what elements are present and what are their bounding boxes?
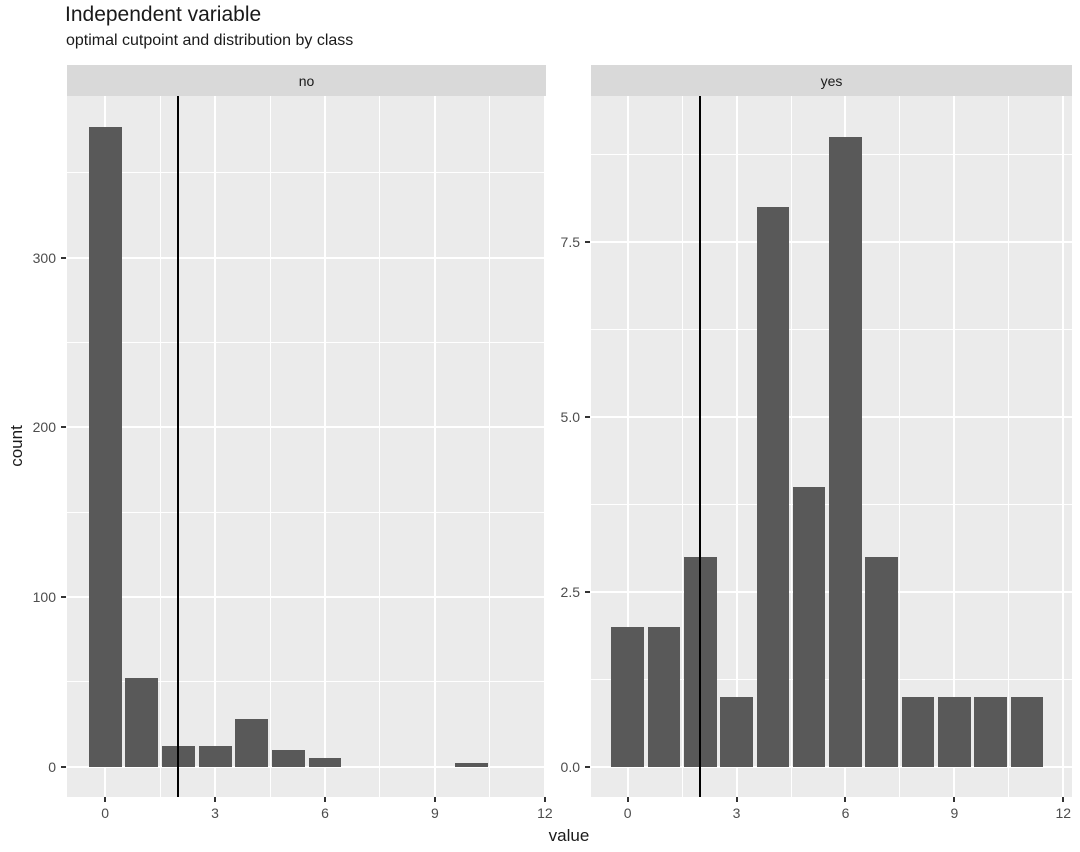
x-tick-label: 0 — [101, 805, 110, 821]
facet-strip-no: no — [67, 65, 546, 96]
y-tick-label: 300 — [32, 249, 56, 266]
x-tick-label: 12 — [537, 805, 553, 821]
x-major-gridline — [1062, 96, 1065, 797]
plot-subtitle: optimal cutpoint and distribution by cla… — [66, 32, 354, 49]
x-tick-mark — [324, 797, 326, 802]
x-major-gridline — [324, 96, 326, 797]
x-tick-label: 6 — [321, 805, 329, 821]
y-tick-label: 100 — [32, 588, 56, 605]
histogram-bar — [125, 678, 159, 767]
x-tick-label: 9 — [950, 805, 959, 821]
x-axis-title: value — [548, 826, 590, 845]
histogram-bar — [829, 136, 862, 767]
x-major-gridline — [626, 96, 629, 797]
x-minor-gridline — [379, 96, 381, 797]
x-tick-mark — [953, 797, 956, 802]
facet-panel-yes — [591, 96, 1072, 797]
y-major-gridline — [67, 256, 546, 259]
x-tick-mark — [543, 797, 546, 802]
histogram-bar — [938, 696, 971, 767]
y-tick-label: 7.5 — [560, 233, 580, 250]
histogram-bar — [198, 746, 232, 767]
y-minor-gridline — [67, 681, 546, 683]
x-minor-gridline — [269, 96, 271, 797]
x-tick-label: 3 — [732, 805, 741, 821]
y-minor-gridline — [67, 341, 546, 343]
x-tick-mark — [626, 797, 629, 802]
histogram-bar — [792, 486, 826, 767]
y-major-gridline — [67, 595, 546, 598]
cutpoint-line — [699, 96, 702, 797]
histogram-bar — [865, 556, 899, 767]
histogram-bar — [756, 206, 790, 767]
x-major-gridline — [214, 96, 217, 797]
histogram-bar — [308, 758, 342, 767]
histogram-bar — [974, 696, 1007, 767]
y-major-gridline — [591, 765, 1072, 768]
histogram-bar — [901, 696, 935, 767]
y-tick-label: 2.5 — [560, 583, 580, 600]
x-tick-label: 12 — [1055, 805, 1072, 821]
y-tick-label: 200 — [32, 419, 56, 436]
x-minor-gridline — [489, 96, 491, 797]
x-major-gridline — [543, 96, 546, 797]
x-tick-mark — [433, 797, 436, 802]
facet-strip-yes: yes — [591, 65, 1072, 96]
x-tick-label: 6 — [841, 805, 850, 821]
facet-panel-no — [67, 96, 546, 797]
x-minor-gridline — [899, 96, 901, 797]
y-tick-mark — [585, 240, 590, 243]
facet-strip-no-label: no — [298, 72, 315, 89]
histogram-bar — [647, 626, 681, 767]
y-tick-mark — [61, 765, 66, 768]
x-tick-mark — [214, 797, 217, 802]
x-tick-mark — [1062, 797, 1065, 802]
y-tick-mark — [585, 590, 590, 593]
x-minor-gridline — [159, 96, 161, 797]
y-tick-label: 0.0 — [560, 758, 580, 775]
histogram-bar — [611, 626, 644, 767]
facet-strip-yes-label: yes — [820, 72, 843, 89]
histogram-bar — [455, 763, 489, 767]
y-minor-gridline — [67, 511, 546, 513]
x-minor-gridline — [790, 96, 792, 797]
x-tick-label: 3 — [211, 805, 219, 821]
x-major-gridline — [735, 96, 738, 797]
y-tick-mark — [585, 765, 590, 768]
y-tick-label: 0 — [48, 758, 56, 775]
x-tick-label: 0 — [623, 805, 632, 821]
x-tick-mark — [844, 797, 847, 802]
cutpoint-line — [177, 96, 180, 797]
y-major-gridline — [67, 765, 546, 768]
histogram-bar — [88, 126, 122, 767]
histogram-bar — [1010, 696, 1044, 767]
x-major-gridline — [433, 96, 436, 797]
y-tick-label: 5.0 — [560, 408, 580, 425]
plot-title: Independent variable — [65, 3, 262, 26]
y-tick-mark — [61, 595, 66, 598]
x-tick-label: 9 — [431, 805, 439, 821]
x-tick-mark — [104, 797, 107, 802]
histogram-bar — [235, 719, 269, 767]
x-major-gridline — [953, 96, 956, 797]
y-tick-mark — [61, 256, 66, 259]
histogram-bar — [720, 696, 753, 767]
histogram-bar — [271, 749, 305, 767]
y-major-gridline — [67, 426, 546, 429]
y-minor-gridline — [67, 172, 546, 174]
y-tick-mark — [585, 415, 590, 418]
x-minor-gridline — [681, 96, 683, 797]
x-minor-gridline — [1008, 96, 1010, 797]
y-tick-mark — [61, 426, 66, 429]
x-tick-mark — [735, 797, 738, 802]
